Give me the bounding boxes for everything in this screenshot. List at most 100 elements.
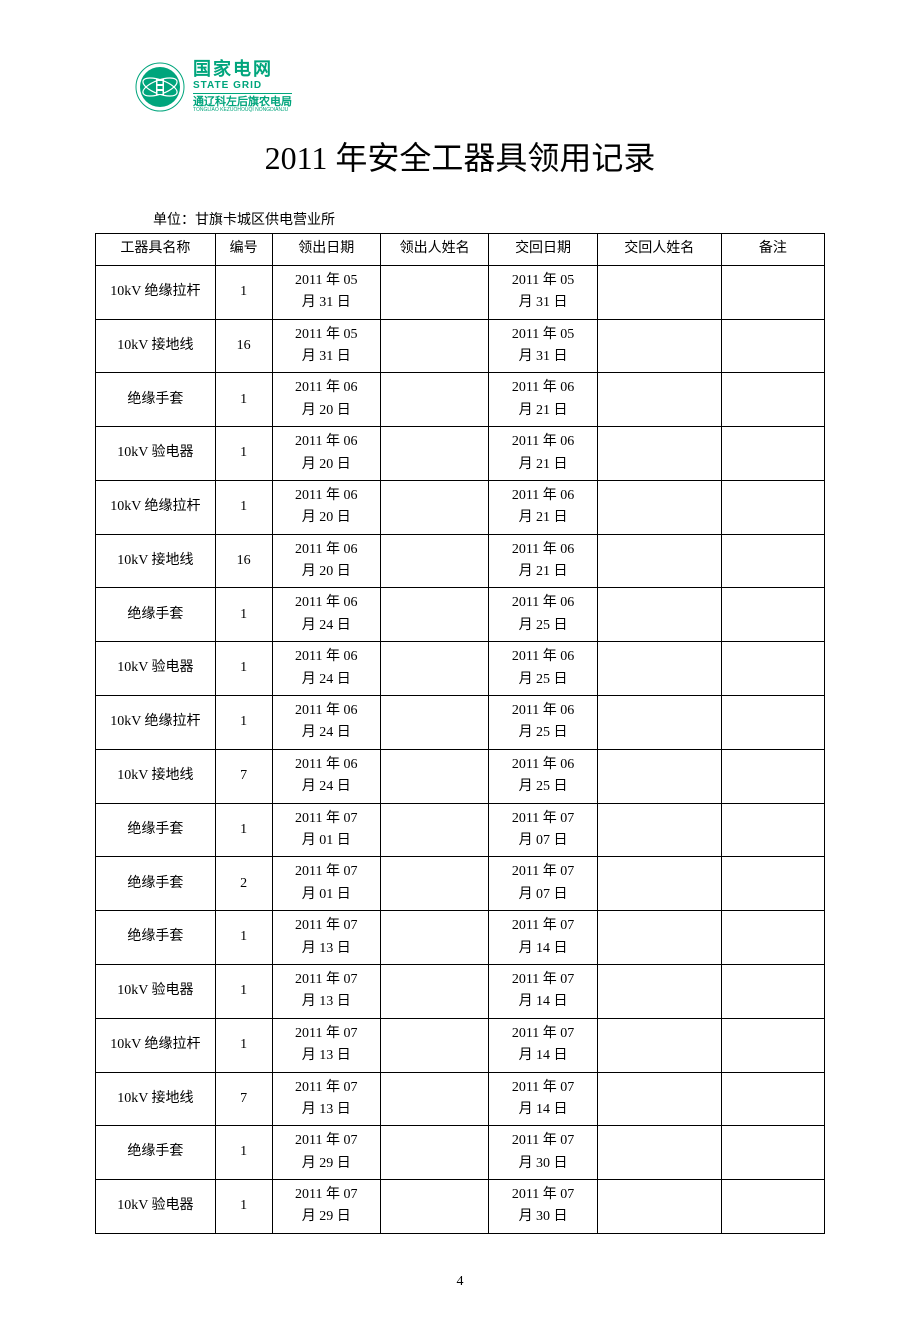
cell-return-date: 2011 年 07月 07 日 <box>489 857 597 911</box>
cell-tool-name: 10kV 验电器 <box>96 964 216 1018</box>
cell-note <box>721 480 824 534</box>
cell-return-person <box>597 696 721 750</box>
cell-out-date: 2011 年 06月 24 日 <box>272 588 380 642</box>
cell-number: 1 <box>215 911 272 965</box>
cell-note <box>721 964 824 1018</box>
cell-out-person <box>380 803 488 857</box>
cell-out-date: 2011 年 07月 29 日 <box>272 1126 380 1180</box>
cell-return-date: 2011 年 06月 25 日 <box>489 696 597 750</box>
record-table: 工器具名称 编号 领出日期 领出人姓名 交回日期 交回人姓名 备注 10kV 绝… <box>95 233 825 1233</box>
cell-return-date: 2011 年 06月 21 日 <box>489 427 597 481</box>
cell-number: 1 <box>215 1180 272 1234</box>
table-row: 绝缘手套12011 年 07月 13 日2011 年 07月 14 日 <box>96 911 825 965</box>
state-grid-icon <box>135 62 185 112</box>
cell-return-person <box>597 857 721 911</box>
cell-note <box>721 534 824 588</box>
cell-out-person <box>380 911 488 965</box>
cell-out-person <box>380 964 488 1018</box>
cell-out-date: 2011 年 06月 20 日 <box>272 480 380 534</box>
table-row: 绝缘手套12011 年 06月 20 日2011 年 06月 21 日 <box>96 373 825 427</box>
logo-name-cn: 国家电网 <box>193 60 292 80</box>
th-number: 编号 <box>215 234 272 265</box>
table-row: 10kV 绝缘拉杆12011 年 06月 20 日 2011 年 06月 21 日 <box>96 480 825 534</box>
cell-tool-name: 绝缘手套 <box>96 803 216 857</box>
cell-out-date: 2011 年 06月 20 日 <box>272 373 380 427</box>
cell-return-date: 2011 年 06月 25 日 <box>489 749 597 803</box>
cell-out-person <box>380 265 488 319</box>
cell-tool-name: 10kV 接地线 <box>96 534 216 588</box>
table-row: 10kV 接地线72011 年 06月 24 日2011 年 06月 25 日 <box>96 749 825 803</box>
cell-tool-name: 10kV 绝缘拉杆 <box>96 265 216 319</box>
cell-note <box>721 749 824 803</box>
cell-return-person <box>597 373 721 427</box>
th-note: 备注 <box>721 234 824 265</box>
cell-return-date: 2011 年 06月 25 日 <box>489 642 597 696</box>
cell-out-date: 2011 年 06月 24 日 <box>272 749 380 803</box>
cell-return-person <box>597 1072 721 1126</box>
cell-return-person <box>597 265 721 319</box>
cell-tool-name: 绝缘手套 <box>96 588 216 642</box>
cell-note <box>721 373 824 427</box>
cell-return-date: 2011 年 07月 14 日 <box>489 1018 597 1072</box>
cell-tool-name: 10kV 验电器 <box>96 427 216 481</box>
cell-return-person <box>597 911 721 965</box>
cell-tool-name: 绝缘手套 <box>96 857 216 911</box>
cell-tool-name: 10kV 接地线 <box>96 319 216 373</box>
cell-tool-name: 绝缘手套 <box>96 1126 216 1180</box>
cell-note <box>721 319 824 373</box>
cell-return-person <box>597 588 721 642</box>
cell-return-date: 2011 年 05月 31 日 <box>489 319 597 373</box>
cell-return-person <box>597 480 721 534</box>
cell-note <box>721 1072 824 1126</box>
cell-tool-name: 绝缘手套 <box>96 911 216 965</box>
cell-tool-name: 10kV 接地线 <box>96 749 216 803</box>
cell-out-person <box>380 857 488 911</box>
cell-return-date: 2011 年 05月 31 日 <box>489 265 597 319</box>
cell-return-date: 2011 年 07月 14 日 <box>489 964 597 1018</box>
cell-out-date: 2011 年 06月 24 日 <box>272 696 380 750</box>
cell-return-person <box>597 319 721 373</box>
table-row: 绝缘手套12011 年 07月 01 日2011 年 07月 07 日 <box>96 803 825 857</box>
cell-return-date: 2011 年 07月 30 日 <box>489 1180 597 1234</box>
company-logo: 国家电网 STATE GRID 通辽科左后旗农电局 TONGLIAO KEZUO… <box>135 60 825 113</box>
cell-out-person <box>380 534 488 588</box>
cell-number: 1 <box>215 964 272 1018</box>
cell-number: 7 <box>215 1072 272 1126</box>
table-row: 10kV 绝缘拉杆12011 年 05月 31 日2011 年 05月 31 日 <box>96 265 825 319</box>
cell-tool-name: 10kV 接地线 <box>96 1072 216 1126</box>
cell-note <box>721 1018 824 1072</box>
cell-number: 1 <box>215 803 272 857</box>
cell-number: 1 <box>215 1126 272 1180</box>
cell-tool-name: 10kV 绝缘拉杆 <box>96 480 216 534</box>
cell-return-date: 2011 年 07月 07 日 <box>489 803 597 857</box>
cell-note <box>721 1180 824 1234</box>
cell-number: 1 <box>215 696 272 750</box>
th-tool-name: 工器具名称 <box>96 234 216 265</box>
cell-out-date: 2011 年 06月 20 日 <box>272 427 380 481</box>
cell-number: 1 <box>215 588 272 642</box>
logo-sub-en: TONGLIAO KEZUOHOUQI NONGDIANJU <box>193 108 292 114</box>
cell-tool-name: 10kV 绝缘拉杆 <box>96 696 216 750</box>
cell-out-date: 2011 年 06月 24 日 <box>272 642 380 696</box>
cell-return-date: 2011 年 06月 21 日 <box>489 480 597 534</box>
cell-out-person <box>380 1018 488 1072</box>
th-return-date: 交回日期 <box>489 234 597 265</box>
document-page: 国家电网 STATE GRID 通辽科左后旗农电局 TONGLIAO KEZUO… <box>0 0 920 1330</box>
cell-number: 1 <box>215 480 272 534</box>
cell-return-person <box>597 427 721 481</box>
cell-out-person <box>380 749 488 803</box>
cell-out-person <box>380 319 488 373</box>
cell-return-date: 2011 年 06月 25 日 <box>489 588 597 642</box>
cell-return-date: 2011 年 06月 21 日 <box>489 534 597 588</box>
cell-return-person <box>597 964 721 1018</box>
cell-out-date: 2011 年 06月 20 日 <box>272 534 380 588</box>
table-header-row: 工器具名称 编号 领出日期 领出人姓名 交回日期 交回人姓名 备注 <box>96 234 825 265</box>
cell-number: 1 <box>215 1018 272 1072</box>
table-row: 10kV 验电器12011 年 06月 24 日2011 年 06月 25 日 <box>96 642 825 696</box>
table-row: 绝缘手套12011 年 07月 29 日 2011 年 07月 30 日 <box>96 1126 825 1180</box>
table-row: 10kV 接地线72011 年 07月 13 日2011 年 07月 14 日 <box>96 1072 825 1126</box>
th-out-person: 领出人姓名 <box>380 234 488 265</box>
table-row: 10kV 验电器12011 年 07月 29 日2011 年 07月 30 日 <box>96 1180 825 1234</box>
table-row: 绝缘手套12011 年 06月 24 日 2011 年 06月 25 日 <box>96 588 825 642</box>
cell-return-date: 2011 年 07月 30 日 <box>489 1126 597 1180</box>
